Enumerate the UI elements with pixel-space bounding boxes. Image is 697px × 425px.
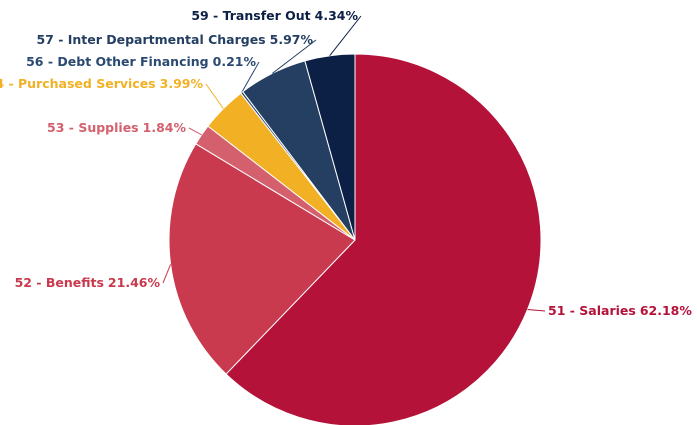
leader-line (241, 61, 260, 93)
slice-label: 54 - Purchased Services 3.99% (0, 76, 203, 91)
value-label: 21.46% (108, 275, 161, 290)
slice-label: 51 - Salaries 62.18% (548, 303, 692, 318)
slice-label: 57 - Inter Departmental Charges 5.97% (36, 32, 313, 47)
value-label: 62.18% (640, 303, 693, 318)
leader-line (205, 83, 224, 109)
category-label: 57 - Inter Departmental Charges (36, 32, 265, 47)
slice-label: 52 - Benefits 21.46% (15, 275, 161, 290)
leader-line (162, 264, 172, 284)
category-label: 52 - Benefits (15, 275, 104, 290)
leader-line (527, 308, 546, 312)
category-label: 54 - Purchased Services (0, 76, 156, 91)
value-label: 0.21% (213, 54, 257, 69)
leader-line (188, 127, 202, 136)
value-label: 4.34% (315, 8, 359, 23)
pie-slice (304, 53, 356, 241)
slice-label: 53 - Supplies 1.84% (47, 120, 186, 135)
category-label: 59 - Transfer Out (191, 8, 310, 23)
value-label: 3.99% (160, 76, 204, 91)
value-label: 5.97% (270, 32, 314, 47)
category-label: 56 - Debt Other Financing (26, 54, 209, 69)
leader-line (272, 39, 317, 74)
pie-slice (168, 143, 356, 375)
value-label: 1.84% (143, 120, 187, 135)
category-label: 51 - Salaries (548, 303, 636, 318)
slice-label: 59 - Transfer Out 4.34% (191, 8, 358, 23)
leader-line (329, 15, 362, 57)
slice-label: 56 - Debt Other Financing 0.21% (26, 54, 256, 69)
category-label: 53 - Supplies (47, 120, 139, 135)
